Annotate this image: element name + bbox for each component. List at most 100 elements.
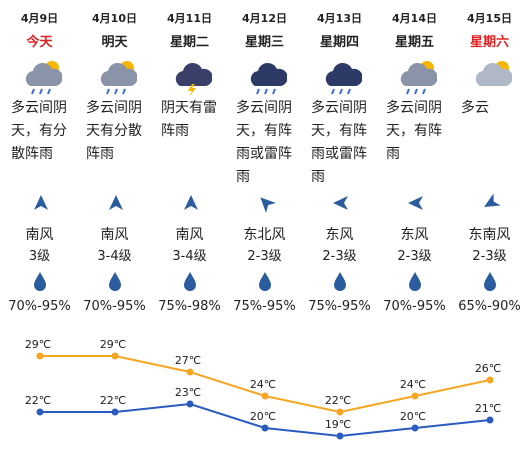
wind-icon-box — [31, 193, 51, 217]
weather-icon-box — [97, 56, 138, 102]
temperature-label: 24℃ — [250, 378, 276, 391]
wind-direction: 东风 — [400, 227, 429, 243]
wind-direction: 南风 — [25, 227, 54, 243]
wind-level: 3-4级 — [97, 249, 132, 264]
drop-icon — [409, 272, 421, 291]
temperature-point — [261, 424, 269, 432]
wind-icon-box — [406, 193, 426, 217]
temperature-point — [36, 408, 44, 416]
temperature-point — [336, 432, 344, 440]
humidity-icon-box — [107, 271, 123, 295]
temperature-label: 29℃ — [25, 338, 51, 351]
temperature-point — [486, 376, 494, 384]
temperature-label: 20℃ — [400, 410, 426, 423]
weather-description: 阴天有雷阵雨 — [161, 100, 217, 139]
wind-arrow — [109, 195, 123, 210]
humidity: 65%-90% — [458, 299, 521, 314]
temperature-point — [111, 352, 119, 360]
wind-level: 2-3级 — [322, 249, 357, 264]
wind-arrow — [184, 195, 198, 210]
wind-icon-box — [181, 193, 201, 217]
temperature-point — [336, 408, 344, 416]
wind-direction: 东风 — [325, 227, 354, 243]
weather-icon — [325, 62, 363, 95]
humidity: 75%-95% — [308, 299, 371, 314]
humidity-icon-box — [332, 271, 348, 295]
day-column: 4月13日 星期四 多云间阴天，有阵雨或雷阵雨 东风 2-3级 75%-95% — [302, 0, 377, 320]
weather-description: 多云间阴天有分散阵雨 — [86, 100, 142, 162]
wind-icon-box — [256, 193, 276, 217]
temperature-label: 29℃ — [100, 338, 126, 351]
day-label: 星期二 — [169, 35, 209, 50]
wind-direction: 东北风 — [243, 227, 286, 243]
temperature-label: 23℃ — [175, 386, 201, 399]
wind-level: 2-3级 — [397, 249, 432, 264]
weather-icon-box — [22, 56, 63, 102]
drop-icon — [34, 272, 46, 291]
temperature-label: 22℃ — [25, 394, 51, 407]
day-label: 星期五 — [394, 35, 434, 50]
weather-icon-box — [172, 56, 213, 102]
wind-icon-box — [106, 193, 126, 217]
weather-description: 多云间阴天，有阵雨或雷阵雨 — [236, 100, 292, 185]
weather-description: 多云 — [461, 100, 489, 116]
day-label: 明天 — [101, 35, 128, 50]
wind-level: 3级 — [28, 249, 51, 264]
wind-arrow — [34, 195, 48, 210]
wind-level: 2-3级 — [247, 249, 282, 264]
weather-icon — [250, 62, 288, 95]
weather-icon — [400, 61, 438, 95]
drop-icon — [334, 272, 346, 291]
temperature-point — [186, 368, 194, 376]
humidity: 70%-95% — [8, 299, 71, 314]
humidity-icon-box — [182, 271, 198, 295]
wind-arrow — [333, 196, 348, 210]
humidity: 75%-95% — [233, 299, 296, 314]
day-label: 星期四 — [319, 35, 359, 50]
humidity: 70%-95% — [83, 299, 146, 314]
date: 4月13日 — [317, 12, 362, 25]
weather-icon-box — [472, 56, 513, 102]
temperature-label: 21℃ — [475, 402, 501, 415]
temperature-label: 24℃ — [400, 378, 426, 391]
wind-level: 3-4级 — [172, 249, 207, 264]
weather-description: 多云间阴天，有分散阵雨 — [11, 100, 67, 162]
weather-icon — [175, 62, 213, 97]
day-column: 4月11日 星期二 阴天有雷阵雨 南风 3-4级 75%-98% — [152, 0, 227, 320]
temperature-point — [111, 408, 119, 416]
weather-icon-box — [397, 56, 438, 102]
day-label: 今天 — [26, 35, 53, 50]
wind-icon-box — [481, 193, 501, 217]
wind-icon-box — [331, 193, 351, 217]
humidity: 75%-98% — [158, 299, 221, 314]
humidity-icon-box — [407, 271, 423, 295]
weather-icon-box — [322, 56, 363, 102]
drop-icon — [484, 272, 496, 291]
humidity-icon-box — [482, 271, 498, 295]
date: 4月9日 — [20, 12, 59, 25]
date: 4月15日 — [467, 12, 512, 25]
temperature-point — [261, 392, 269, 400]
temperature-point — [186, 400, 194, 408]
temperature-label: 27℃ — [175, 354, 201, 367]
weather-icon — [475, 61, 513, 86]
drop-icon — [184, 272, 196, 291]
date: 4月12日 — [242, 12, 287, 25]
weather-icon — [100, 61, 138, 95]
day-column: 4月14日 星期五 多云间阴天，有阵雨 东风 2-3级 70%-95% — [377, 0, 452, 320]
temperature-point — [411, 392, 419, 400]
temperature-label: 22℃ — [100, 394, 126, 407]
wind-direction: 南风 — [100, 227, 129, 243]
temperature-label: 26℃ — [475, 362, 501, 375]
date: 4月10日 — [92, 12, 137, 25]
wind-arrow — [260, 197, 276, 213]
temperature-point — [486, 416, 494, 424]
drop-icon — [109, 272, 121, 291]
temperature-label: 22℃ — [325, 394, 351, 407]
weather-icon — [25, 61, 63, 95]
humidity-icon-box — [32, 271, 48, 295]
weather-icon-box — [247, 56, 288, 102]
weather-description: 多云间阴天，有阵雨 — [386, 100, 442, 162]
